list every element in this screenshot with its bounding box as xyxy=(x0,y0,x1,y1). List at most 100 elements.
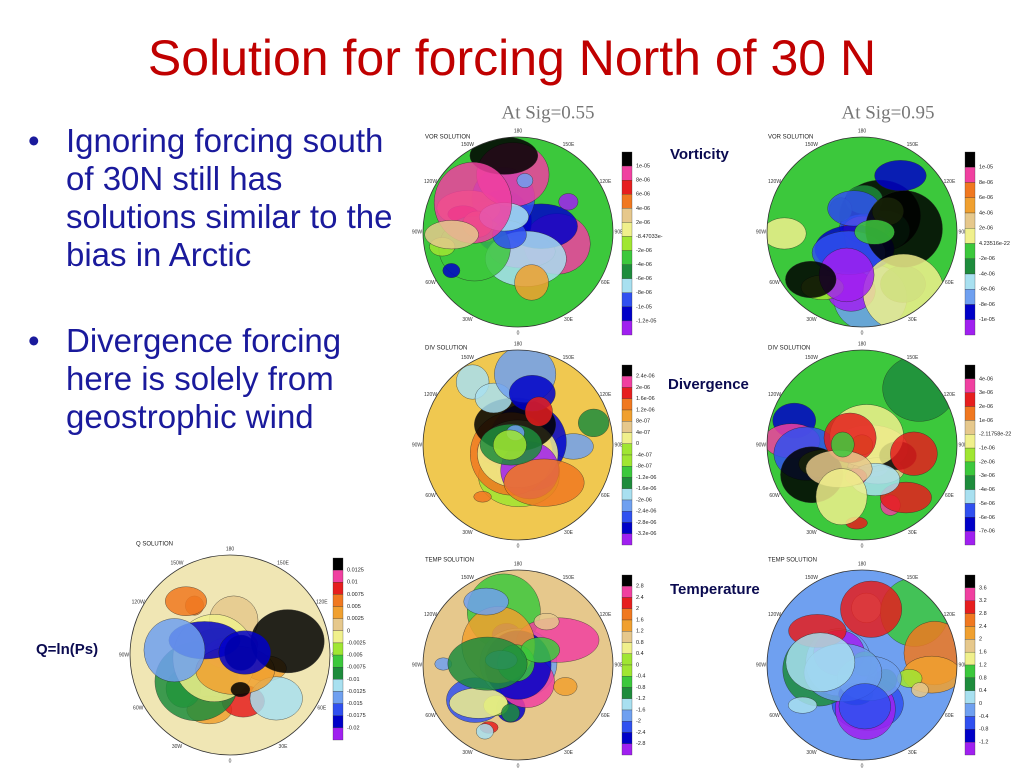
contour-blob xyxy=(578,408,610,437)
colorbar-swatch xyxy=(964,639,976,653)
colorbar-label: 0.4 xyxy=(636,651,644,657)
contour-blob xyxy=(553,677,578,696)
colorbar-swatch xyxy=(621,687,633,699)
lon-label: 90E xyxy=(959,662,969,668)
colorbar-swatch xyxy=(964,378,976,393)
colorbar-swatch xyxy=(964,212,976,229)
colorbar-label: 1.6 xyxy=(636,617,644,623)
map-outline xyxy=(422,349,614,541)
lon-label: 90W xyxy=(756,229,767,235)
colorbar-label: 2.8 xyxy=(636,584,644,590)
colorbar-swatch xyxy=(964,434,976,449)
colorbar-swatch xyxy=(621,488,633,501)
colorbar-swatch xyxy=(964,392,976,407)
colorbar-label: 2e-06 xyxy=(636,385,650,391)
lon-label: 180 xyxy=(226,546,235,552)
colorbar-swatch xyxy=(964,489,976,504)
lon-label: 60E xyxy=(601,280,611,286)
colorbar-swatch xyxy=(621,387,633,399)
colorbar-swatch xyxy=(964,289,976,305)
colorbar-label: 0 xyxy=(636,662,639,668)
colorbar-swatch xyxy=(964,167,976,183)
lon-label: 90W xyxy=(756,662,767,668)
lon-label: 150W xyxy=(805,575,818,581)
colorbar-label: -0.8 xyxy=(636,685,645,691)
lon-label: 150W xyxy=(805,142,818,148)
lon-label: 180 xyxy=(514,561,523,567)
colorbar-label: -0.0125 xyxy=(347,689,366,695)
colorbar-label: 1.2 xyxy=(636,629,644,635)
map-outline xyxy=(766,349,958,541)
colorbar-label: -3.2e-06 xyxy=(636,531,657,537)
row-label: Vorticity xyxy=(670,146,730,163)
lon-label: 120W xyxy=(424,179,437,185)
contour-blob xyxy=(230,682,251,698)
colorbar-swatch xyxy=(964,503,976,518)
colorbar-label: 0.8 xyxy=(979,675,987,681)
colorbar-swatch xyxy=(621,631,633,643)
map-outline xyxy=(766,136,958,328)
colorbar-swatch xyxy=(332,679,344,692)
colorbar-swatch xyxy=(621,676,633,688)
colorbar-swatch xyxy=(332,654,344,668)
colorbar-label: 2.4e-06 xyxy=(636,374,655,380)
lon-label: 180 xyxy=(514,128,523,134)
lon-label: 150E xyxy=(907,355,919,361)
lon-label: 120W xyxy=(424,392,437,398)
lon-label: 60E xyxy=(317,705,327,711)
lon-label: 30W xyxy=(462,530,473,536)
lon-label: 90W xyxy=(756,442,767,448)
colorbar-swatch xyxy=(621,597,633,609)
contour-blob xyxy=(473,491,492,503)
colorbar-label: -2.8 xyxy=(636,741,645,747)
colorbar-label: -4e-06 xyxy=(979,271,995,277)
colorbar-label: 2.4 xyxy=(636,595,644,601)
lon-label: 150W xyxy=(170,561,183,567)
colorbar-swatch xyxy=(964,716,976,730)
colorbar-label: -6e-06 xyxy=(979,515,995,521)
panel-header: Q SOLUTION xyxy=(136,542,173,548)
lon-label: 60W xyxy=(133,705,144,711)
map-field xyxy=(767,570,957,760)
lon-label: 60W xyxy=(769,713,780,719)
contour-blob xyxy=(476,723,494,740)
contour-blob xyxy=(447,636,528,691)
lon-label: 90W xyxy=(412,229,423,235)
colorbar-label: -1.2 xyxy=(979,740,988,746)
lon-label: 150W xyxy=(805,355,818,361)
contour-blob xyxy=(514,264,549,301)
lon-label: 120W xyxy=(424,612,437,618)
colorbar-label: -2 xyxy=(636,719,641,725)
map-panel: TEMP SOLUTION 150W 180 150E 120W 120E 90W 90E 60… xyxy=(412,558,646,768)
colorbar-swatch xyxy=(621,732,633,744)
colorbar-swatch xyxy=(964,677,976,691)
contour-blob xyxy=(890,431,938,476)
colorbar-label: -2e-06 xyxy=(636,497,652,503)
bullet: Ignoring forcing south of 30N still has … xyxy=(28,122,411,274)
colorbar-swatch xyxy=(964,690,976,704)
colorbar-swatch xyxy=(621,320,633,336)
contour-blob xyxy=(516,173,534,188)
colorbar-swatch xyxy=(964,182,976,198)
colorbar-swatch xyxy=(621,466,633,478)
colorbar-label: -2.11758e-22 xyxy=(979,432,1011,438)
colorbar-swatch xyxy=(964,258,976,275)
contour-blob xyxy=(143,618,206,683)
colorbar-label: -2e-06 xyxy=(979,256,995,262)
contour-blob xyxy=(463,587,509,616)
colorbar-label: -1.2e-05 xyxy=(636,318,657,324)
colorbar-swatch xyxy=(621,586,633,598)
colorbar-label: 1.6 xyxy=(979,650,987,656)
colorbar-label: 8e-07 xyxy=(636,419,650,425)
lon-label: 180 xyxy=(514,341,523,347)
colorbar-swatch xyxy=(621,511,633,523)
map-outline xyxy=(422,136,614,328)
colorbar-label: 6e-06 xyxy=(636,192,650,198)
colorbar-label: -6e-06 xyxy=(979,287,995,293)
colorbar-swatch xyxy=(964,447,976,463)
colorbar-label: 0.0075 xyxy=(347,592,364,598)
colorbar-label: 3.6 xyxy=(979,585,987,591)
contour-blob xyxy=(882,355,956,422)
